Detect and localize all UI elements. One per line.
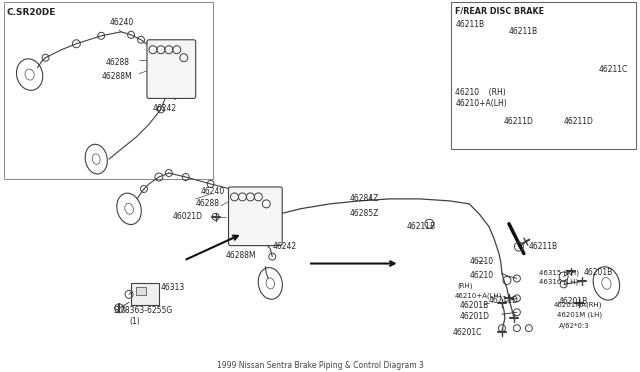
- FancyBboxPatch shape: [228, 187, 282, 246]
- Text: 46211B: 46211B: [406, 222, 436, 231]
- Text: 46210+A(LH): 46210+A(LH): [454, 292, 502, 299]
- Text: 46211B: 46211B: [509, 27, 538, 36]
- Text: 46201C: 46201C: [452, 328, 482, 337]
- Text: 46240: 46240: [201, 187, 225, 196]
- Text: F/REAR DISC BRAKE: F/REAR DISC BRAKE: [455, 7, 544, 16]
- Text: 46021D: 46021D: [173, 212, 203, 221]
- Text: 46211C: 46211C: [598, 65, 628, 74]
- Bar: [4, 2, 212, 179]
- Text: 46210: 46210: [469, 272, 493, 280]
- Text: 46285Z: 46285Z: [350, 209, 380, 218]
- Text: 08363-6255G: 08363-6255G: [120, 306, 172, 315]
- Text: 46316 (LH): 46316 (LH): [539, 278, 578, 285]
- Text: 46201M (LH): 46201M (LH): [557, 311, 602, 318]
- Bar: [451, 2, 636, 149]
- Text: 46284Z: 46284Z: [350, 194, 380, 203]
- Text: 46211D: 46211D: [504, 117, 534, 126]
- Text: 46242: 46242: [153, 105, 177, 113]
- Text: 46211D: 46211D: [489, 296, 519, 305]
- Text: 46288M: 46288M: [225, 251, 256, 260]
- Text: 46211D: 46211D: [564, 117, 593, 126]
- Text: 46210    (RH): 46210 (RH): [455, 87, 506, 96]
- Bar: [131, 283, 159, 305]
- Text: C.SR20DE: C.SR20DE: [7, 8, 56, 17]
- Text: 46201B: 46201B: [460, 301, 488, 310]
- Text: 46313: 46313: [161, 283, 185, 292]
- FancyBboxPatch shape: [147, 40, 196, 99]
- Text: S: S: [113, 306, 118, 315]
- Text: 1999 Nissan Sentra Brake Piping & Control Diagram 3: 1999 Nissan Sentra Brake Piping & Contro…: [216, 361, 424, 370]
- Text: 46210: 46210: [469, 257, 493, 266]
- Text: 46288M: 46288M: [101, 71, 132, 81]
- Text: 46288: 46288: [196, 199, 220, 208]
- Text: (RH): (RH): [457, 282, 473, 289]
- Text: 46201MA(RH): 46201MA(RH): [554, 301, 602, 308]
- Text: 46242: 46242: [272, 242, 296, 251]
- Text: 46240: 46240: [109, 18, 133, 27]
- Text: 46201B: 46201B: [584, 269, 612, 278]
- Text: 46211B: 46211B: [529, 242, 558, 251]
- Bar: [136, 288, 146, 295]
- Text: 46201B: 46201B: [559, 297, 588, 306]
- Text: (1): (1): [129, 317, 140, 326]
- Text: 46288: 46288: [105, 58, 129, 67]
- Text: 46201D: 46201D: [460, 312, 489, 321]
- Text: 46211B: 46211B: [455, 20, 484, 29]
- Text: A/62*0:3: A/62*0:3: [559, 323, 589, 329]
- Text: 46315 (RH): 46315 (RH): [539, 269, 579, 276]
- Text: 46210+A(LH): 46210+A(LH): [455, 99, 507, 109]
